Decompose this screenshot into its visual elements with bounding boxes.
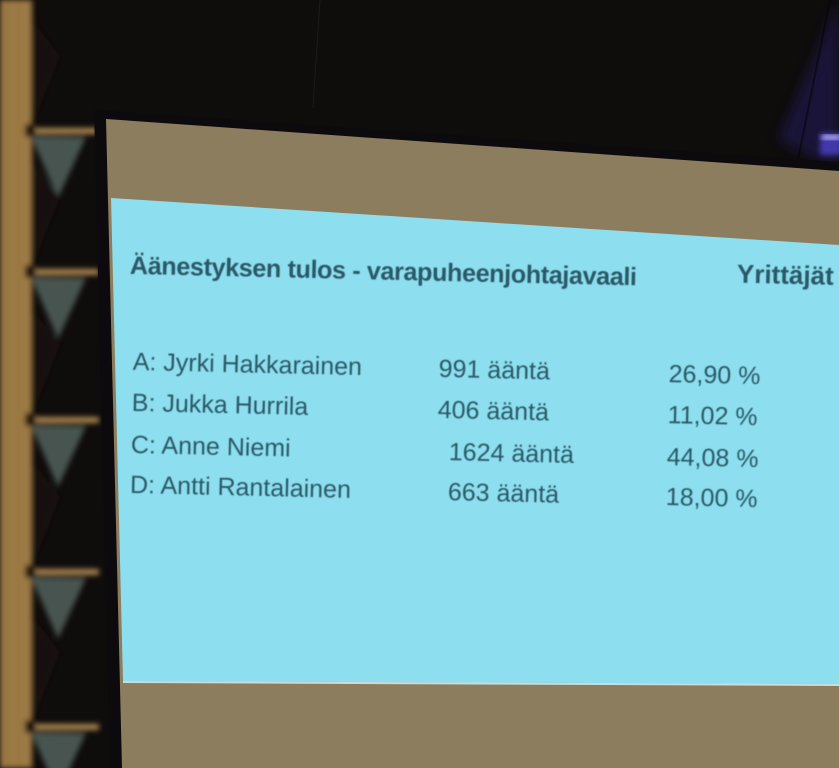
svg-text:B: Jukka Hurrila: B: Jukka Hurrila bbox=[132, 389, 309, 421]
svg-text:44,08 %: 44,08 % bbox=[666, 443, 758, 473]
svg-text:A: Jyrki Hakkarainen: A: Jyrki Hakkarainen bbox=[132, 348, 362, 381]
svg-text:18,00 %: 18,00 % bbox=[666, 483, 758, 513]
svg-text:663 ääntä: 663 ääntä bbox=[448, 478, 560, 509]
svg-text:11,02 %: 11,02 % bbox=[667, 401, 758, 431]
svg-text:Yrittäjät: Yrittäjät bbox=[737, 259, 835, 291]
svg-text:1624 ääntä: 1624 ääntä bbox=[449, 438, 575, 469]
svg-text:406 ääntä: 406 ääntä bbox=[437, 396, 549, 427]
svg-text:D: Antti Rantalainen: D: Antti Rantalainen bbox=[130, 471, 352, 504]
svg-text:991 ääntä: 991 ääntä bbox=[438, 355, 550, 386]
svg-text:C: Anne Niemi: C: Anne Niemi bbox=[131, 431, 291, 463]
svg-text:26,90 %: 26,90 % bbox=[668, 360, 760, 390]
